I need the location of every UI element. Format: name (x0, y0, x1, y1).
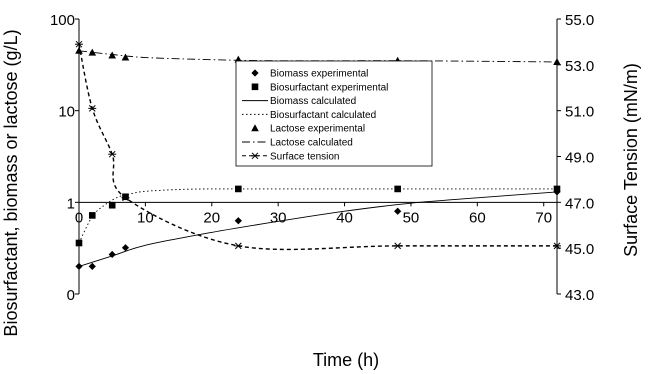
x-tick-label: 70 (535, 209, 552, 226)
legend-item-lactose_calc: Lactose calculated (242, 138, 353, 149)
x-tick-label: 20 (203, 209, 220, 226)
data-point-surface (108, 150, 117, 158)
data-point-biosurf_exp (88, 212, 96, 219)
right-y-tick-label: 43.0 (565, 287, 594, 304)
right-y-tick-label: 53.0 (565, 58, 594, 75)
data-point-biomass_exp (394, 207, 402, 215)
data-point-biosurf_exp (122, 193, 129, 201)
data-point-biosurf_exp (394, 185, 401, 193)
x-tick-label: 0 (75, 209, 83, 226)
legend-label: Lactose calculated (270, 138, 353, 149)
data-point-surface (553, 242, 561, 250)
right-y-tick-label: 45.0 (565, 241, 594, 258)
right-y-axis-title: Surface Tension (mN/m) (621, 63, 641, 257)
legend-marker-swatch (251, 83, 259, 91)
series-line-biomass_calc (78, 191, 558, 267)
data-point-lactose_exp (553, 57, 561, 65)
left-y-tick-label: 100 (50, 12, 75, 29)
legend-label: Surface tension (270, 151, 340, 162)
data-point-surface (88, 105, 97, 112)
x-tick-label: 60 (469, 209, 486, 226)
legend-label: Biosurfactant calculated (270, 110, 376, 121)
data-point-biomass_exp (108, 250, 116, 259)
right-y-tick-label: 51.0 (565, 104, 594, 121)
data-point-lactose_exp (121, 53, 130, 61)
legend-marker-swatch (251, 124, 259, 132)
legend-item-biomass_calc: Biomass calculated (242, 96, 356, 107)
right-y-tick-label: 47.0 (565, 195, 594, 212)
x-ticks: 0 10 20 30 40 50 60 70 (75, 202, 552, 226)
data-point-biosurf_exp (108, 201, 116, 209)
left-y-tick-label: 1 (67, 195, 75, 212)
legend-item-biosurf_calc: Biosurfactant calculated (242, 110, 376, 121)
series-biosurf_calc (78, 188, 557, 244)
legend-item-biomass_exp: Biomass experimental (251, 69, 368, 80)
x-axis-title: Time (h) (313, 350, 379, 370)
legend: Biomass experimental Biosurfactant experi… (235, 60, 433, 167)
legend-item-biosurf_exp: Biosurfactant experimental (251, 82, 388, 93)
series-line-lactose_calc (78, 50, 558, 63)
data-point-surface (121, 194, 130, 202)
legend-label: Biosurfactant experimental (270, 82, 388, 93)
legend-item-lactose_exp: Lactose experimental (251, 124, 365, 135)
legend-item-surface: Surface tension (242, 151, 340, 162)
series-layer (75, 40, 561, 271)
data-point-biomass_exp (121, 244, 130, 252)
series-line-surface (78, 44, 557, 251)
series-biomass_calc (78, 191, 558, 267)
data-point-lactose_exp (108, 51, 116, 59)
left-y-tick-label: 10 (58, 104, 75, 121)
legend-label: Biomass experimental (270, 69, 368, 80)
data-point-biosurf_exp (235, 185, 242, 193)
data-point-biosurf_exp (553, 185, 561, 193)
data-point-biomass_exp (88, 262, 96, 271)
legend-label: Lactose experimental (270, 124, 365, 135)
data-point-surface (234, 242, 243, 250)
series-line-biosurf_calc (78, 188, 557, 244)
data-point-surface (75, 40, 83, 48)
data-point-lactose_exp (88, 48, 97, 56)
x-tick-label: 10 (137, 209, 154, 226)
legend-label: Biomass calculated (270, 96, 356, 107)
right-y-tick-label: 55.0 (565, 12, 594, 29)
x-tick-label: 40 (336, 209, 353, 226)
right-y-ticks: 55.0 53.0 51.0 49.0 47.0 45.0 43.0 (557, 12, 594, 304)
series-lactose_calc (78, 50, 558, 63)
x-tick-label: 30 (270, 209, 287, 226)
data-point-surface (393, 242, 402, 250)
left-y-axis-title: Biosurfactant, biomass or lactose (g/L) (1, 29, 21, 336)
legend-box (235, 60, 433, 167)
series-surface (75, 40, 561, 251)
left-y-tick-label: 0 (67, 287, 75, 304)
right-y-tick-label: 49.0 (565, 150, 594, 167)
legend-marker-swatch (251, 69, 259, 77)
legend-marker-swatch (251, 152, 259, 160)
x-tick-label: 50 (403, 209, 420, 226)
data-point-biomass_exp (234, 217, 242, 225)
series-biomass_exp (75, 188, 561, 271)
